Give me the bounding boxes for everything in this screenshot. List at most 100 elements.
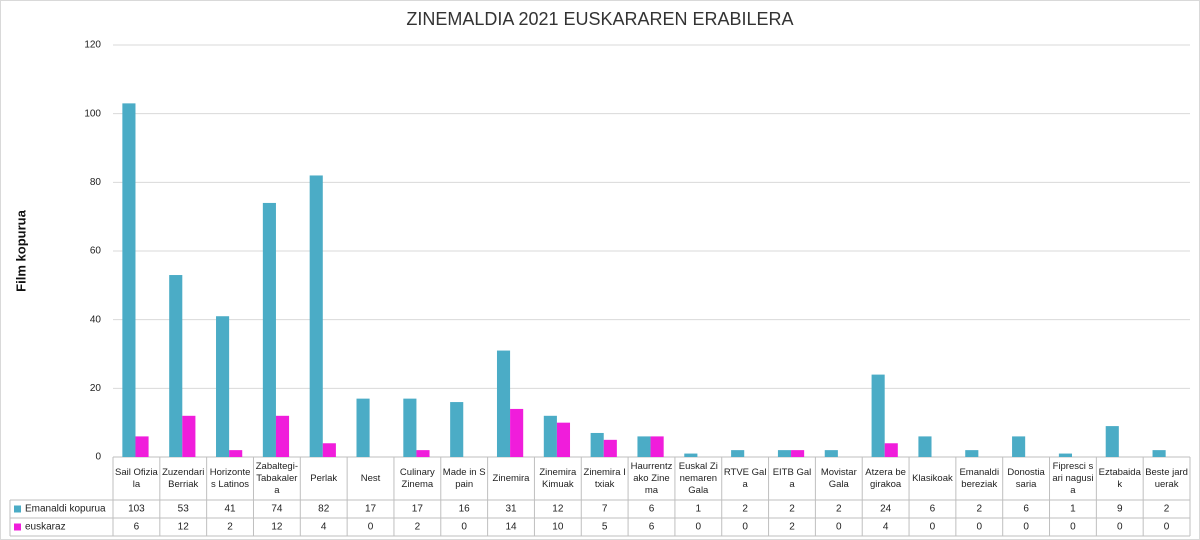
x-category-cell: EITB Gala	[773, 467, 812, 490]
table-value: 2	[836, 504, 842, 515]
x-tick-label: Perlak	[310, 472, 338, 484]
bar	[356, 398, 370, 457]
bar	[122, 103, 136, 457]
x-tick-label: Zinemira Itxiak	[583, 466, 626, 490]
x-tick-label: Fipresci sari nagusia	[1052, 460, 1094, 496]
x-tick-label: Zabaltegi-Tabakalera	[255, 460, 298, 496]
bar	[684, 453, 698, 457]
x-tick-label: Zinemira Kimuak	[539, 466, 577, 490]
table-value: 2	[415, 522, 421, 533]
bar	[403, 398, 417, 457]
x-tick-label: Klasikoak	[912, 472, 953, 484]
x-category-cell: Eztabaidak	[1098, 466, 1141, 490]
table-value: 0	[461, 522, 467, 533]
x-category-cell: Euskal Zinemaren Gala	[678, 460, 718, 496]
bar	[637, 436, 651, 457]
x-category-cell: Horizontes Latinos	[209, 466, 251, 490]
table-value: 53	[178, 504, 190, 515]
x-tick-label: Horizontes Latinos	[209, 466, 251, 490]
x-category-cell: Nest	[360, 472, 381, 484]
table-value: 2	[742, 504, 748, 515]
y-tick-label: 120	[84, 40, 101, 51]
chart-title: ZINEMALDIA 2021 EUSKARAREN ERABILERA	[406, 9, 793, 29]
bar	[135, 436, 149, 457]
x-tick-label: Made in Spain	[442, 466, 486, 490]
table-value: 7	[602, 504, 608, 515]
bar	[1012, 436, 1026, 457]
x-category-cell: Culinary Zinema	[399, 466, 435, 490]
x-tick-label: Atzera begirakoa	[865, 466, 906, 490]
y-tick-label: 60	[90, 246, 102, 257]
legend-swatch	[14, 523, 21, 531]
y-tick-label: 20	[90, 383, 102, 394]
table-value: 4	[321, 522, 327, 533]
table-value: 31	[505, 504, 517, 515]
x-category-cell: Perlak	[310, 472, 338, 484]
table-value: 2	[977, 504, 983, 515]
bar	[556, 422, 571, 457]
y-axis-label: Film kopurua	[13, 209, 28, 291]
bar	[824, 450, 838, 457]
bar	[275, 415, 290, 457]
table-value: 14	[505, 522, 517, 533]
y-tick-label: 40	[90, 314, 102, 325]
bar	[1152, 450, 1166, 457]
x-tick-label: RTVE Gala	[723, 466, 767, 490]
table-value: 0	[836, 522, 842, 533]
bar	[229, 450, 243, 457]
table-value: 4	[883, 522, 889, 533]
table-value: 0	[977, 522, 983, 533]
table-value: 0	[696, 522, 702, 533]
table-value: 17	[412, 504, 424, 515]
bar	[603, 439, 617, 457]
x-tick-label: Euskal Zinemaren Gala	[678, 460, 718, 496]
table-value: 10	[552, 522, 564, 533]
table-value: 6	[649, 504, 655, 515]
bar	[322, 443, 336, 457]
bar	[871, 374, 885, 457]
x-tick-label: Haurrentzako Zinema	[630, 460, 673, 496]
x-category-cell: Beste jarduerak	[1145, 467, 1188, 490]
table-value: 16	[459, 504, 471, 515]
table-value: 0	[368, 522, 374, 533]
x-tick-label: Movistar Gala	[820, 466, 857, 490]
legend-label: Emanaldi kopurua	[25, 504, 106, 515]
x-category-cell: Haurrentzako Zinema	[630, 460, 673, 496]
table-value: 1	[1070, 504, 1076, 515]
x-tick-label: Zinemira	[492, 472, 530, 484]
x-category-cell: Donostia saria	[1007, 466, 1045, 490]
table-value: 12	[271, 522, 283, 533]
x-category-cell: Zinemira	[492, 472, 530, 484]
x-tick-label: Zuzendari Berriak	[162, 466, 205, 490]
x-category-cell: Fipresci sari nagusia	[1052, 460, 1094, 496]
bar	[650, 436, 664, 457]
x-tick-label: Nest	[360, 472, 381, 484]
x-tick-label: Donostia saria	[1007, 466, 1045, 490]
x-tick-label: Eztabaidak	[1098, 466, 1141, 490]
bar	[884, 443, 898, 457]
table-value: 2	[789, 504, 795, 515]
table-value: 6	[649, 522, 655, 533]
bar	[262, 202, 276, 457]
bar	[450, 402, 464, 457]
x-tick-label: Culinary Zinema	[399, 466, 435, 490]
bar	[965, 450, 979, 457]
table-value: 0	[1117, 522, 1123, 533]
x-tick-label: Sail Ofiziala	[115, 466, 158, 490]
legend-label: euskaraz	[25, 522, 66, 533]
bar	[777, 450, 792, 457]
table-value: 0	[742, 522, 748, 533]
table-value: 17	[365, 504, 377, 515]
table-value: 74	[271, 504, 283, 515]
table-value: 41	[225, 504, 237, 515]
x-category-cell: Zabaltegi-Tabakalera	[255, 460, 298, 496]
table-value: 12	[552, 504, 564, 515]
x-category-cell: Made in Spain	[442, 466, 486, 490]
bar	[182, 415, 196, 457]
table-value: 6	[134, 522, 140, 533]
bar	[216, 316, 230, 457]
table-value: 5	[602, 522, 608, 533]
legend-swatch	[14, 505, 21, 513]
bar	[416, 450, 430, 457]
bar	[1105, 426, 1119, 457]
